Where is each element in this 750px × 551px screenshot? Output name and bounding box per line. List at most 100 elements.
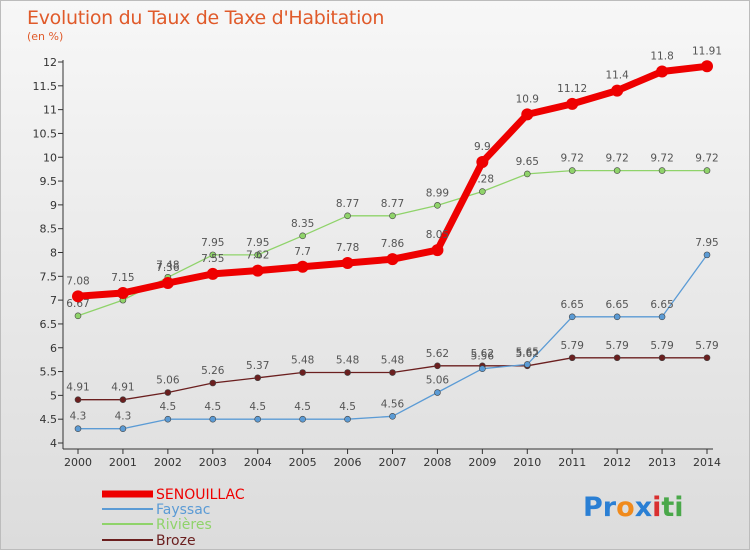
data-point-fayssac (209, 415, 217, 423)
proxiti-logo: Proxiti (583, 492, 684, 523)
data-point-senouillac (476, 156, 489, 169)
data-point-rivi-res (479, 188, 486, 195)
x-tick-label: 2001 (109, 456, 137, 469)
data-label-broze: 5.62 (426, 348, 449, 360)
data-label-fayssac: 4.56 (381, 398, 405, 410)
y-tick-label: 4 (50, 437, 57, 450)
data-label-broze: 5.06 (156, 375, 180, 387)
x-tick-label: 2011 (558, 456, 586, 469)
data-point-rivi-res (568, 167, 576, 174)
x-tick-label: 2007 (379, 456, 407, 469)
x-tick-label: 2004 (244, 456, 272, 469)
x-tick-label: 2000 (64, 456, 92, 469)
data-label-fayssac: 4.3 (70, 411, 87, 423)
data-point-fayssac (119, 425, 127, 433)
data-point-senouillac (611, 84, 624, 97)
data-label-fayssac: 6.65 (650, 299, 673, 311)
x-tick-label: 2009 (468, 456, 496, 469)
data-point-fayssac (479, 365, 486, 373)
y-tick-label: 4.5 (40, 413, 58, 426)
data-label-rivi-res: 7.95 (246, 237, 269, 249)
data-point-rivi-res (299, 232, 306, 240)
data-point-broze (344, 369, 351, 376)
data-point-fayssac (613, 313, 621, 321)
data-point-fayssac (344, 415, 351, 423)
data-point-rivi-res (389, 212, 396, 220)
data-label-broze: 5.37 (246, 360, 269, 372)
data-point-fayssac (434, 389, 441, 396)
x-tick-label: 2012 (603, 456, 631, 469)
data-point-senouillac (206, 267, 219, 280)
data-point-fayssac (74, 425, 82, 433)
data-label-senouillac: 7.55 (201, 253, 224, 265)
data-label-senouillac: 7.36 (156, 262, 180, 274)
data-label-senouillac: 7.86 (381, 238, 405, 250)
data-point-broze (568, 354, 576, 362)
data-label-senouillac: 7.62 (246, 250, 269, 262)
data-label-fayssac: 4.5 (249, 401, 266, 413)
data-label-senouillac: 7.7 (294, 246, 311, 258)
x-tick-label: 2003 (199, 456, 227, 469)
data-label-fayssac: 5.65 (516, 346, 539, 358)
legend-label-fayssac: Fayssac (156, 502, 211, 518)
y-tick-label: 5 (50, 389, 57, 402)
data-point-senouillac (251, 264, 264, 277)
data-label-senouillac: 7.78 (336, 242, 359, 254)
data-label-rivi-res: 9.65 (516, 156, 539, 168)
data-label-rivi-res: 8.77 (336, 198, 359, 210)
chart-title: Evolution du Taux de Taxe d'Habitation (27, 7, 385, 29)
data-point-rivi-res (434, 202, 441, 209)
data-point-fayssac (658, 313, 666, 321)
data-point-rivi-res (703, 167, 711, 174)
y-tick-label: 8.5 (40, 223, 58, 236)
data-point-senouillac (161, 276, 174, 289)
data-point-senouillac (566, 97, 579, 110)
data-label-rivi-res: 7.95 (201, 237, 224, 249)
data-label-senouillac: 8.05 (426, 229, 449, 241)
y-tick-label: 10 (43, 151, 57, 164)
data-label-rivi-res: 8.35 (291, 218, 314, 230)
x-tick-label: 2005 (289, 456, 317, 469)
data-point-rivi-res (254, 251, 262, 259)
data-label-fayssac: 4.5 (339, 401, 356, 413)
data-point-broze (703, 354, 711, 362)
data-label-broze: 5.48 (336, 355, 359, 367)
data-point-broze (299, 369, 306, 376)
data-label-rivi-res: 9.72 (650, 153, 673, 165)
data-point-broze (209, 379, 217, 387)
data-point-senouillac (386, 253, 399, 266)
x-tick-label: 2010 (513, 456, 541, 469)
y-tick-label: 10.5 (33, 127, 58, 140)
data-point-fayssac (703, 251, 711, 259)
data-point-senouillac (72, 290, 84, 303)
data-point-senouillac (701, 60, 713, 73)
y-tick-label: 7 (50, 294, 57, 307)
data-label-senouillac: 11.8 (650, 51, 673, 63)
data-label-senouillac: 7.08 (66, 275, 89, 287)
y-tick-label: 11 (43, 104, 57, 117)
data-label-fayssac: 4.3 (115, 411, 132, 423)
y-tick-label: 11.5 (33, 80, 58, 93)
data-point-broze (74, 396, 82, 403)
chart-subtitle: (en %) (27, 30, 64, 43)
data-label-broze: 5.79 (561, 340, 584, 352)
data-point-broze (389, 369, 396, 376)
data-label-broze: 5.79 (605, 340, 628, 352)
legend-label-senouillac: SENOUILLAC (156, 487, 245, 503)
data-point-rivi-res (209, 251, 217, 259)
y-tick-label: 6 (50, 342, 57, 355)
data-point-broze (164, 389, 172, 396)
data-label-rivi-res: 8.99 (426, 187, 449, 199)
data-label-broze: 5.79 (695, 340, 718, 352)
data-label-fayssac: 4.5 (294, 401, 311, 413)
data-point-fayssac (299, 415, 306, 423)
data-point-fayssac (254, 415, 262, 423)
data-point-fayssac (164, 415, 172, 423)
data-label-fayssac: 4.5 (160, 401, 177, 413)
x-tick-label: 2002 (154, 456, 182, 469)
data-point-senouillac (521, 108, 534, 121)
x-tick-label: 2014 (693, 456, 721, 469)
legend-label-broze: Broze (156, 533, 196, 549)
